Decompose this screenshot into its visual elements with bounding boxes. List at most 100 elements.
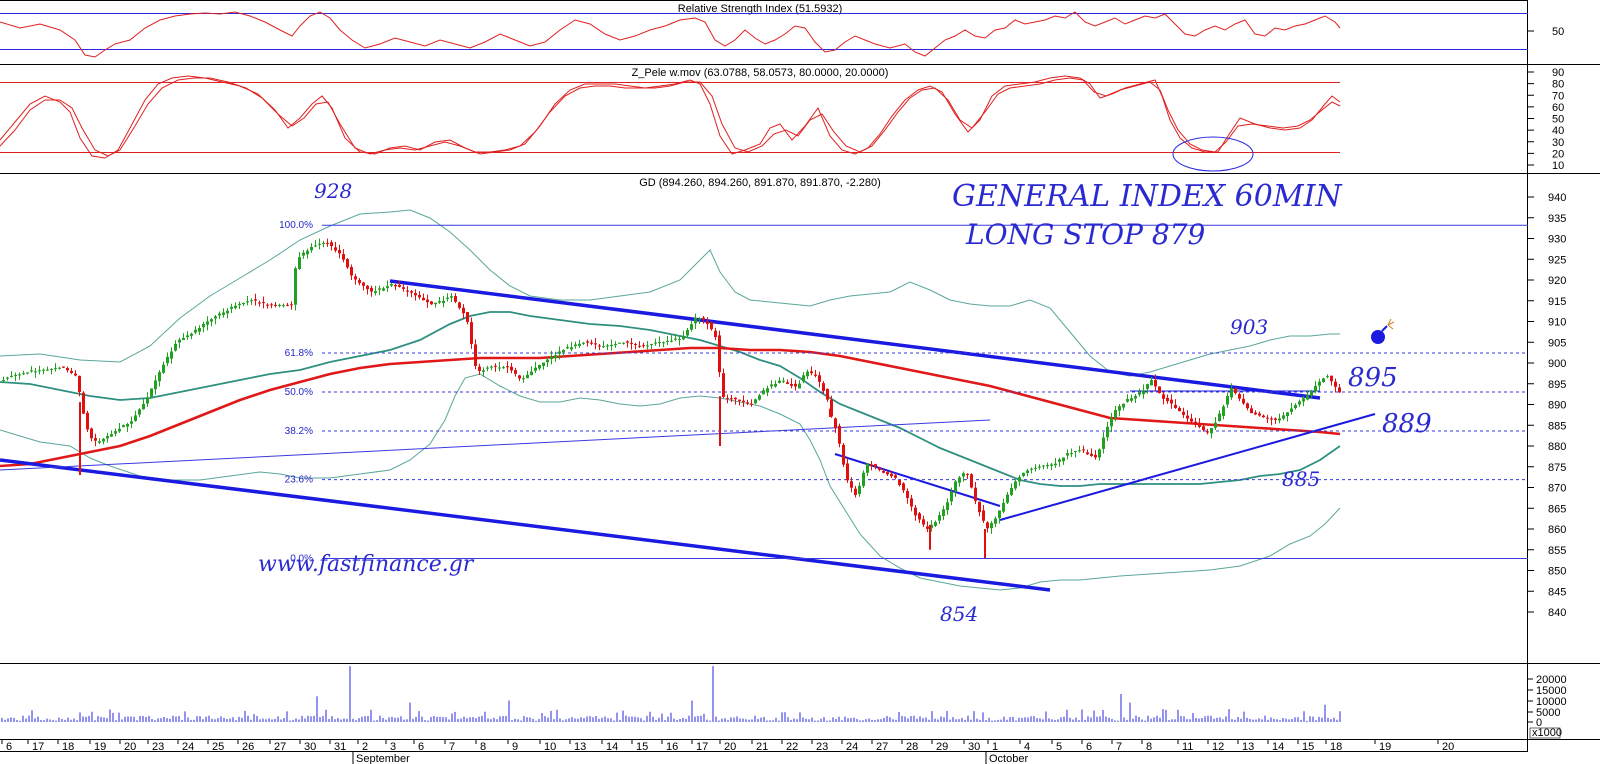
- candle-body: [626, 341, 629, 343]
- price-candle: [170, 347, 173, 364]
- price-candle: [1082, 445, 1085, 454]
- price-candle: [1330, 375, 1333, 386]
- uptrend-support-line: [999, 413, 1376, 521]
- candle-body: [982, 510, 985, 521]
- price-candle: [1050, 462, 1053, 471]
- price-candle: [294, 266, 297, 311]
- price-candle: [1030, 467, 1033, 474]
- candle-body: [922, 519, 925, 525]
- candle-body: [30, 370, 33, 372]
- price-candle: [266, 303, 269, 309]
- price-candle: [34, 367, 37, 378]
- date-tick-label: 27: [274, 741, 286, 753]
- candle-body: [850, 481, 853, 488]
- price-candle: [830, 395, 833, 418]
- upper-downtrend-line: [389, 279, 1321, 400]
- candle-body: [378, 288, 381, 290]
- price-candle: [1174, 399, 1177, 409]
- price-candle: [658, 336, 661, 347]
- candle-body: [302, 252, 305, 256]
- date-tick-label: 16: [666, 741, 678, 753]
- candle-body: [434, 302, 437, 305]
- candle-body: [778, 380, 781, 383]
- rsi-title: Relative Strength Index (51.5932): [678, 3, 843, 15]
- price-candle: [370, 285, 373, 297]
- candle-body: [362, 282, 365, 286]
- volume-tick-label: 15000: [1536, 685, 1567, 697]
- candle-body: [1222, 406, 1225, 416]
- candle-body: [182, 337, 185, 340]
- price-candle: [838, 423, 841, 448]
- price-tick-label: 935: [1548, 213, 1566, 225]
- candle-body: [22, 373, 25, 375]
- candle-body: [654, 342, 657, 344]
- candle-body: [150, 388, 153, 397]
- candle-body: [438, 301, 441, 303]
- price-candle: [138, 408, 141, 418]
- price-candle: [878, 466, 881, 472]
- price-candle: [1294, 403, 1297, 410]
- price-candle: [1034, 464, 1037, 472]
- price-candle: [794, 379, 797, 391]
- price-candle: [814, 369, 817, 378]
- price-candle: [570, 341, 573, 352]
- candle-body: [1314, 385, 1317, 392]
- price-candle: [58, 366, 61, 370]
- price-candle: [86, 410, 89, 433]
- candle-body: [146, 397, 149, 404]
- zpele-tick-label: 10: [1552, 160, 1564, 172]
- date-tick-label: 8: [480, 741, 486, 753]
- date-tick-label: 7: [1116, 741, 1122, 753]
- price-candle: [550, 350, 553, 365]
- candle-body: [1170, 399, 1173, 404]
- price-candle: [1142, 384, 1145, 399]
- price-candle: [186, 331, 189, 340]
- candle-body: [518, 375, 521, 379]
- date-axis: 6 17 18 19 20 23 24 25 26 27 30 31 2 3 6 7 8 9 10 13 14 15 16 1…: [0, 739, 1528, 764]
- price-candle: [74, 370, 77, 377]
- price-candle: [626, 340, 629, 348]
- price-candle: [1158, 386, 1161, 394]
- candle-body: [1122, 403, 1125, 408]
- price-candle: [2, 376, 5, 384]
- price-candle: [338, 244, 341, 259]
- candle-body: [1102, 437, 1105, 449]
- candle-body: [1226, 396, 1229, 405]
- date-tick-label: 14: [606, 741, 618, 753]
- price-candle: [1202, 423, 1205, 432]
- candle-body: [94, 438, 97, 441]
- date-tick-label: 6: [6, 741, 12, 753]
- price-candle: [866, 462, 869, 476]
- price-candle: [1066, 449, 1069, 460]
- candle-body: [1242, 398, 1245, 404]
- candle-body: [186, 335, 189, 338]
- candle-body: [346, 259, 349, 268]
- price-candle: [1014, 479, 1017, 491]
- candle-body: [706, 321, 709, 324]
- candle-body: [834, 418, 837, 428]
- candle-body: [206, 321, 209, 325]
- price-candle: [250, 298, 253, 305]
- candle-body: [354, 276, 357, 280]
- price-candle: [274, 301, 277, 308]
- candle-body: [418, 294, 421, 298]
- price-candle: [1290, 402, 1293, 415]
- candle-body: [114, 431, 117, 434]
- candle-body: [1034, 467, 1037, 469]
- price-candle: [454, 293, 457, 304]
- price-candle: [1226, 392, 1229, 408]
- candle-body: [262, 302, 265, 304]
- candle-body: [430, 301, 433, 305]
- price-candle: [1258, 411, 1261, 417]
- level-885-label: 885: [1282, 467, 1320, 491]
- price-candle: [790, 378, 793, 389]
- price-candle: [954, 480, 957, 497]
- candle-body: [542, 362, 545, 366]
- candle-body: [738, 399, 741, 401]
- candle-body: [1322, 378, 1325, 383]
- price-candle: [922, 515, 925, 528]
- price-candle: [134, 410, 137, 422]
- price-candle: [202, 321, 205, 333]
- price-candle: [806, 369, 809, 380]
